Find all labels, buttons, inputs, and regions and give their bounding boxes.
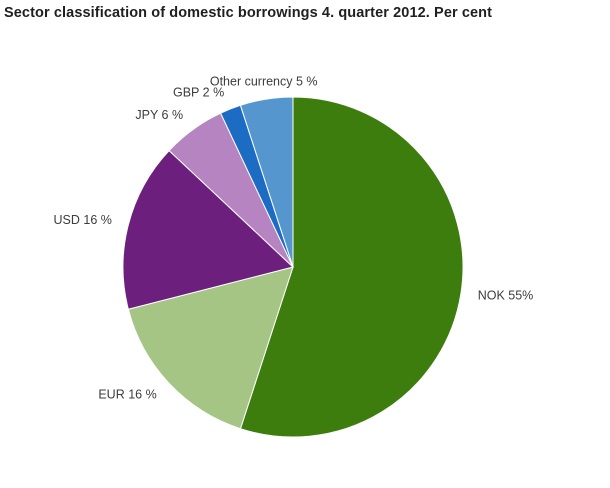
slice-label-jpy: JPY 6 %: [135, 108, 183, 122]
pie-slice-nok[interactable]: [239, 96, 464, 438]
chart-title: Sector classification of domestic borrow…: [4, 5, 493, 21]
pie-slice-eur[interactable]: [127, 266, 294, 430]
pie-slice-usd[interactable]: [122, 149, 295, 310]
slice-label-nok: NOK 55%: [478, 289, 534, 303]
slice-label-other: Other currency 5 %: [210, 75, 318, 89]
slice-label-eur: EUR 16 %: [98, 387, 156, 401]
slice-label-usd: USD 16 %: [54, 213, 112, 227]
pie-slice-other[interactable]: [239, 96, 294, 268]
slice-label-gbp: GBP 2 %: [173, 85, 224, 99]
